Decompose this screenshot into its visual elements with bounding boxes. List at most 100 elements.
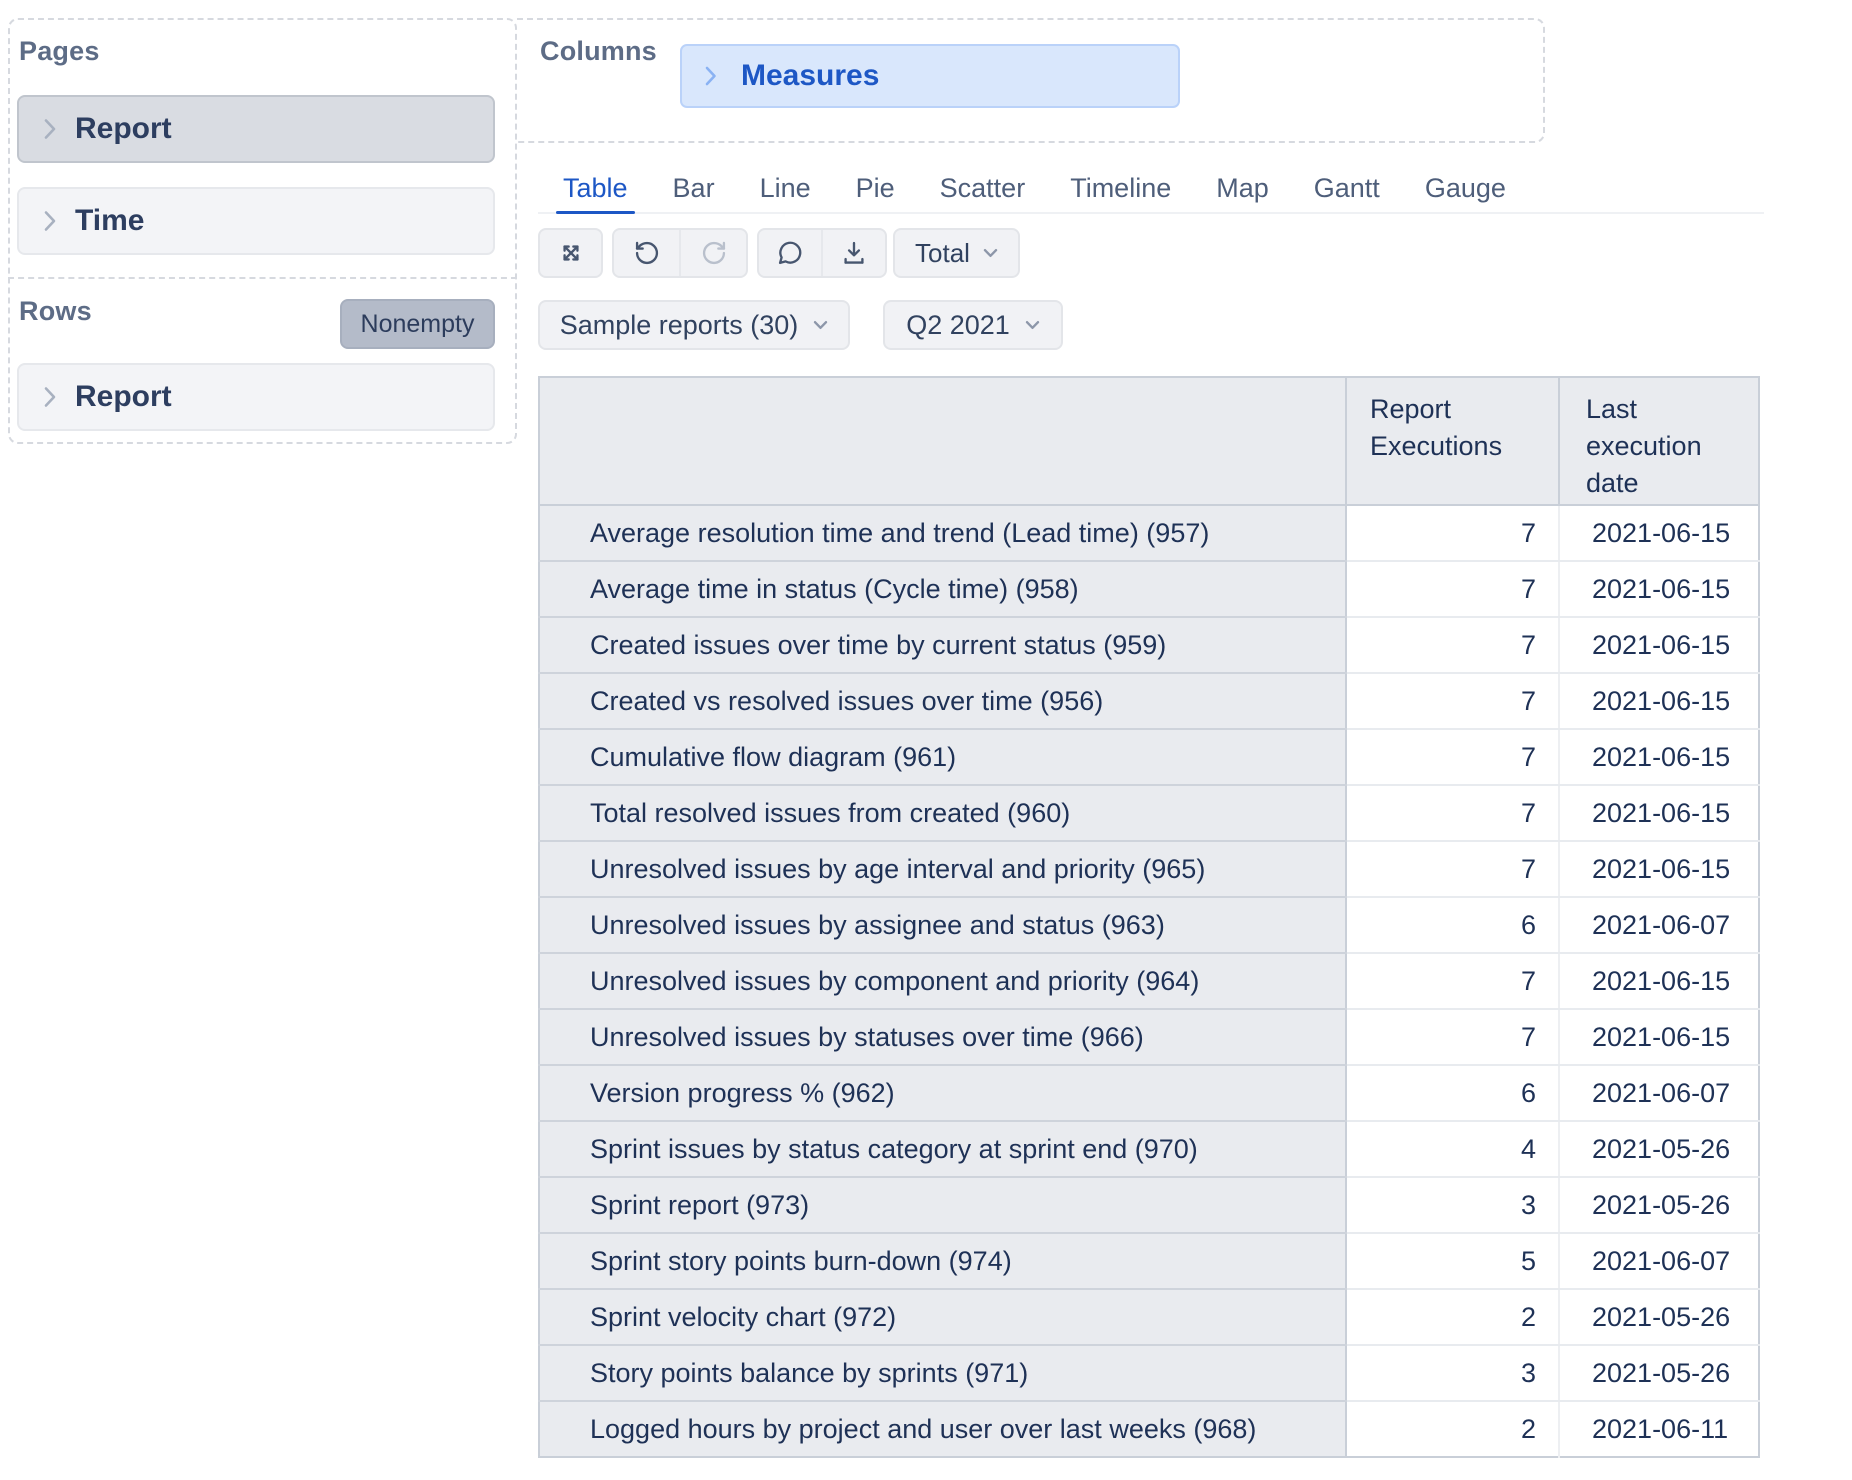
report-name-cell[interactable]: Sprint velocity chart (972) bbox=[539, 1289, 1347, 1346]
execution-date-cell[interactable]: 2021-06-15 bbox=[1559, 729, 1759, 786]
tab-map[interactable]: Map bbox=[1216, 172, 1269, 203]
pages-section-label: Pages bbox=[19, 36, 100, 66]
table-row: Unresolved issues by statuses over time … bbox=[539, 1009, 1759, 1066]
executions-cell[interactable]: 2 bbox=[1346, 1289, 1560, 1346]
execution-date-cell[interactable]: 2021-05-26 bbox=[1559, 1121, 1759, 1178]
tab-pie[interactable]: Pie bbox=[855, 172, 895, 203]
chevron-down-icon bbox=[1025, 321, 1039, 329]
tab-gauge[interactable]: Gauge bbox=[1424, 172, 1506, 203]
row-dimension-header bbox=[539, 377, 1347, 506]
tab-line[interactable]: Line bbox=[759, 172, 811, 203]
report-name-cell[interactable]: Unresolved issues by age interval and pr… bbox=[539, 841, 1347, 898]
report-name-cell[interactable]: Created issues over time by current stat… bbox=[539, 617, 1347, 674]
table-row: Created vs resolved issues over time (95… bbox=[539, 673, 1759, 730]
report-name-cell[interactable]: Total resolved issues from created (960) bbox=[539, 785, 1347, 842]
report-name-cell[interactable]: Logged hours by project and user over la… bbox=[539, 1401, 1347, 1457]
report-set-dropdown[interactable]: Sample reports (30) bbox=[538, 300, 850, 350]
nonempty-toggle[interactable]: Nonempty bbox=[340, 299, 495, 349]
executions-cell[interactable]: 2 bbox=[1346, 1401, 1560, 1457]
report-name-cell[interactable]: Average time in status (Cycle time) (958… bbox=[539, 561, 1347, 618]
execution-date-cell[interactable]: 2021-06-15 bbox=[1559, 841, 1759, 898]
table-row: Version progress % (962) 6 2021-06-07 bbox=[539, 1065, 1759, 1122]
table-row: Sprint issues by status category at spri… bbox=[539, 1121, 1759, 1178]
expand-button[interactable] bbox=[538, 228, 603, 278]
report-name-cell[interactable]: Unresolved issues by assignee and status… bbox=[539, 897, 1347, 954]
rows-member-report[interactable]: Report bbox=[17, 363, 495, 431]
period-dropdown[interactable]: Q2 2021 bbox=[883, 300, 1063, 350]
chart-type-tabs: Table Bar Line Pie Scatter Timeline Map Gantt Ga… bbox=[538, 164, 1764, 214]
report-name-cell[interactable]: Sprint story points burn-down (974) bbox=[539, 1233, 1347, 1290]
execution-date-cell[interactable]: 2021-06-15 bbox=[1559, 1009, 1759, 1066]
execution-date-cell[interactable]: 2021-06-15 bbox=[1559, 785, 1759, 842]
execution-date-cell[interactable]: 2021-06-15 bbox=[1559, 673, 1759, 730]
execution-date-cell[interactable]: 2021-06-07 bbox=[1559, 897, 1759, 954]
execution-date-cell[interactable]: 2021-06-15 bbox=[1559, 561, 1759, 618]
tab-table[interactable]: Table bbox=[556, 164, 635, 214]
tab-gantt[interactable]: Gantt bbox=[1313, 172, 1380, 203]
executions-cell[interactable]: 7 bbox=[1346, 729, 1560, 786]
executions-cell[interactable]: 3 bbox=[1346, 1177, 1560, 1234]
execution-date-cell[interactable]: 2021-06-15 bbox=[1559, 953, 1759, 1010]
report-name-cell[interactable]: Unresolved issues by component and prior… bbox=[539, 953, 1347, 1010]
report-table: Report Executions Last execution date Av… bbox=[538, 376, 1760, 1458]
report-name-cell[interactable]: Created vs resolved issues over time (95… bbox=[539, 673, 1347, 730]
undo-icon bbox=[635, 241, 658, 265]
tab-timeline[interactable]: Timeline bbox=[1070, 172, 1172, 203]
report-name-cell[interactable]: Version progress % (962) bbox=[539, 1065, 1347, 1122]
report-name-cell[interactable]: Sprint report (973) bbox=[539, 1177, 1347, 1234]
pages-member-report[interactable]: Report bbox=[17, 95, 495, 163]
chevron-right-icon bbox=[44, 387, 56, 407]
report-name-cell[interactable]: Unresolved issues by statuses over time … bbox=[539, 1009, 1347, 1066]
redo-icon bbox=[702, 241, 725, 265]
execution-date-cell[interactable]: 2021-06-15 bbox=[1559, 505, 1759, 562]
executions-cell[interactable]: 5 bbox=[1346, 1233, 1560, 1290]
tab-bar[interactable]: Bar bbox=[672, 172, 715, 203]
execution-date-cell[interactable]: 2021-06-11 bbox=[1559, 1401, 1759, 1457]
execution-date-cell[interactable]: 2021-06-07 bbox=[1559, 1233, 1759, 1290]
pages-member-time[interactable]: Time bbox=[17, 187, 495, 255]
executions-cell[interactable]: 7 bbox=[1346, 953, 1560, 1010]
executions-cell[interactable]: 6 bbox=[1346, 897, 1560, 954]
download-icon bbox=[844, 241, 864, 264]
redo-button[interactable] bbox=[679, 230, 746, 276]
expand-icon bbox=[562, 245, 579, 261]
undo-button[interactable] bbox=[614, 230, 679, 276]
executions-cell[interactable]: 7 bbox=[1346, 841, 1560, 898]
pages-rows-panel bbox=[8, 18, 517, 444]
report-name-cell[interactable]: Average resolution time and trend (Lead … bbox=[539, 505, 1347, 562]
report-name-cell[interactable]: Sprint issues by status category at spri… bbox=[539, 1121, 1347, 1178]
execution-date-cell[interactable]: 2021-06-07 bbox=[1559, 1065, 1759, 1122]
table-header-row: Report Executions Last execution date bbox=[539, 377, 1759, 506]
execution-date-cell[interactable]: 2021-06-15 bbox=[1559, 617, 1759, 674]
table-row: Unresolved issues by age interval and pr… bbox=[539, 841, 1759, 898]
executions-cell[interactable]: 7 bbox=[1346, 561, 1560, 618]
executions-cell[interactable]: 3 bbox=[1346, 1345, 1560, 1402]
execution-date-cell[interactable]: 2021-05-26 bbox=[1559, 1289, 1759, 1346]
executions-cell[interactable]: 7 bbox=[1346, 617, 1560, 674]
executions-cell[interactable]: 4 bbox=[1346, 1121, 1560, 1178]
executions-cell[interactable]: 6 bbox=[1346, 1065, 1560, 1122]
download-button[interactable] bbox=[821, 230, 885, 276]
executions-cell[interactable]: 7 bbox=[1346, 505, 1560, 562]
tab-scatter[interactable]: Scatter bbox=[939, 172, 1026, 203]
report-name-cell[interactable]: Cumulative flow diagram (961) bbox=[539, 729, 1347, 786]
pages-rows-divider bbox=[8, 277, 517, 279]
table-row: Story points balance by sprints (971) 3 20… bbox=[539, 1345, 1759, 1402]
execution-date-cell[interactable]: 2021-05-26 bbox=[1559, 1345, 1759, 1402]
columns-panel bbox=[517, 18, 1545, 143]
comment-button[interactable] bbox=[759, 230, 821, 276]
executions-cell[interactable]: 7 bbox=[1346, 673, 1560, 730]
total-dropdown[interactable]: Total bbox=[893, 228, 1020, 278]
table-row: Created issues over time by current stat… bbox=[539, 617, 1759, 674]
columns-member-measures[interactable]: Measures bbox=[680, 44, 1180, 108]
report-name-cell[interactable]: Story points balance by sprints (971) bbox=[539, 1345, 1347, 1402]
executions-cell[interactable]: 7 bbox=[1346, 785, 1560, 842]
last-execution-date-header[interactable]: Last execution date bbox=[1559, 377, 1759, 506]
report-executions-header[interactable]: Report Executions bbox=[1346, 377, 1560, 506]
table-row: Sprint velocity chart (972) 2 2021-05-26 bbox=[539, 1289, 1759, 1346]
table-row: Total resolved issues from created (960)… bbox=[539, 785, 1759, 842]
chevron-right-icon bbox=[44, 211, 56, 231]
comment-download-group bbox=[757, 228, 887, 278]
execution-date-cell[interactable]: 2021-05-26 bbox=[1559, 1177, 1759, 1234]
executions-cell[interactable]: 7 bbox=[1346, 1009, 1560, 1066]
